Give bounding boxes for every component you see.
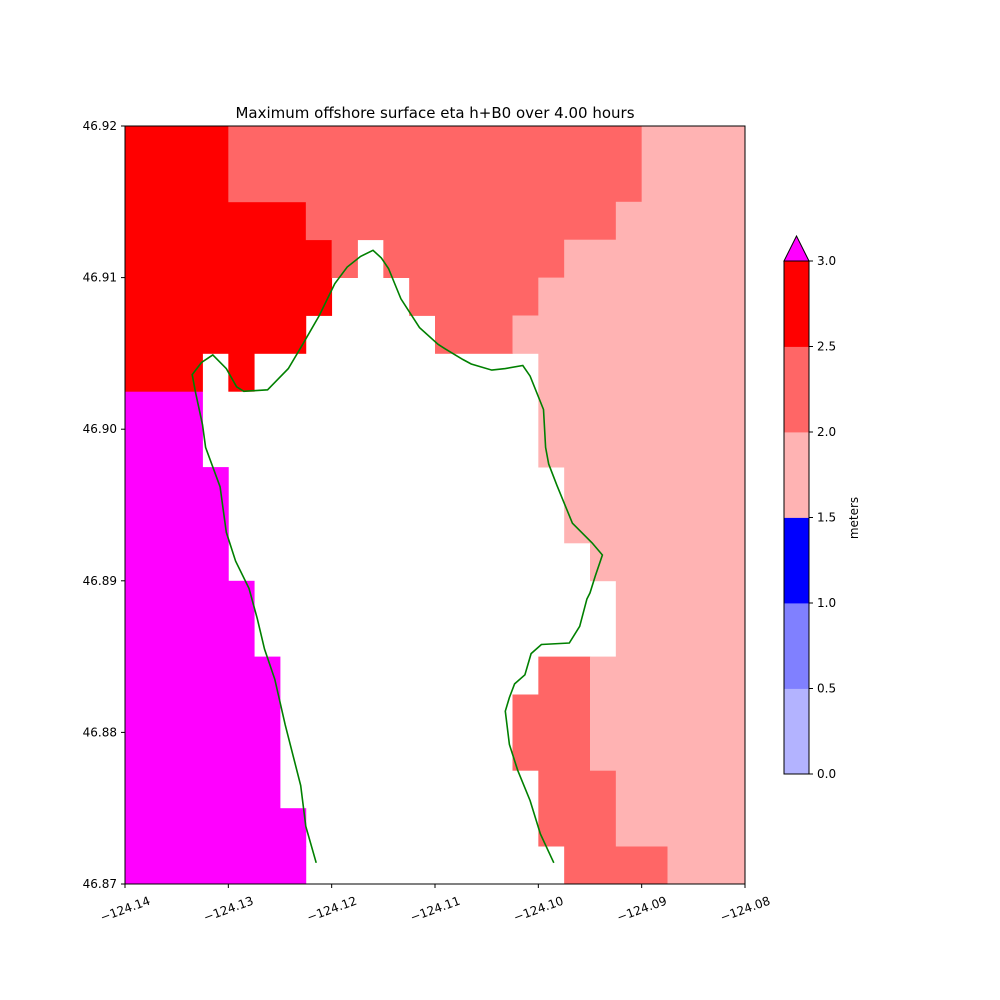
heatmap-cell: [615, 580, 746, 657]
heatmap-cell: [538, 353, 746, 468]
heatmap-cells: [125, 126, 746, 885]
heatmap-cell: [125, 277, 333, 316]
y-tick-label: 46.89: [83, 574, 117, 588]
y-tick-label: 46.92: [83, 119, 117, 133]
colorbar-segment: [784, 432, 809, 518]
heatmap-cell: [590, 542, 746, 582]
colorbar: 0.0 0.5 1.0 1.5 2.0 2.5 3.0: [783, 234, 836, 781]
heatmap-cell: [590, 656, 746, 771]
y-tick-label: 46.91: [83, 271, 117, 285]
heatmap-cell: [305, 201, 617, 241]
heatmap-cell: [228, 126, 643, 203]
y-tick-label: 46.88: [83, 725, 117, 739]
x-tick-label: −124.10: [512, 894, 566, 925]
coastline: [191, 249, 604, 864]
colorbar-tick-label: 0.0: [817, 767, 836, 781]
heatmap-cell: [667, 846, 746, 885]
heatmap-cell: [538, 770, 617, 847]
heatmap-cell: [125, 201, 307, 241]
heatmap-cell: [125, 239, 333, 278]
colorbar-label: meters: [847, 497, 861, 539]
colorbar-tick-label: 3.0: [817, 254, 836, 268]
colorbar-tick-label: 2.5: [817, 340, 836, 354]
colorbar-segment: [784, 688, 809, 775]
heatmap-cell: [125, 315, 307, 354]
heatmap-cell: [125, 846, 307, 885]
heatmap-cell: [125, 580, 255, 657]
x-axis: −124.14 −124.13 −124.12 −124.11 −124.10 −124.…: [98, 884, 772, 925]
heatmap-cell: [615, 770, 746, 847]
colorbar-tick-label: 1.5: [817, 511, 836, 525]
heatmap-cell: [125, 353, 203, 392]
heatmap-cell: [512, 315, 746, 354]
colorbar-tick-label: 2.0: [817, 425, 836, 439]
x-tick-label: −124.12: [305, 894, 359, 925]
heatmap-cell: [564, 846, 668, 885]
heatmap-cell: [615, 201, 746, 241]
heatmap-cell: [538, 277, 746, 316]
y-tick-label: 46.87: [83, 877, 117, 891]
colorbar-segment: [784, 517, 809, 604]
heatmap-cell: [564, 239, 746, 278]
heatmap-cell: [125, 808, 307, 847]
x-tick-label: −124.09: [615, 894, 669, 925]
colorbar-segment: [784, 261, 809, 347]
heatmap-cell: [331, 239, 358, 278]
colorbar-tick-label: 0.5: [817, 682, 836, 696]
coastline-line: [191, 249, 604, 864]
heatmap-cell: [409, 277, 539, 316]
heatmap-cell: [383, 239, 565, 278]
colorbar-segment: [784, 603, 809, 689]
colorbar-segment: [784, 346, 809, 433]
heatmap-cell: [512, 694, 591, 771]
chart-title: Maximum offshore surface eta h+B0 over 4…: [235, 104, 634, 122]
x-tick-label: −124.08: [718, 894, 772, 925]
heatmap-cell: [228, 353, 255, 392]
x-tick-label: −124.11: [408, 894, 462, 925]
heatmap-cell: [125, 656, 281, 809]
heatmap-cell: [538, 656, 591, 695]
y-axis: 46.87 46.88 46.89 46.90 46.91 46.92: [83, 119, 125, 891]
x-tick-label: −124.13: [202, 894, 256, 925]
heatmap-cell: [125, 391, 203, 468]
x-tick-label: −124.14: [98, 894, 152, 925]
heatmap-cell: [435, 315, 513, 354]
colorbar-tick-label: 1.0: [817, 596, 836, 610]
heatmap-cell: [564, 467, 746, 544]
heatmap-cell: [641, 126, 746, 203]
heatmap-cell: [125, 467, 229, 582]
colorbar-extend-triangle: [783, 234, 810, 262]
y-tick-label: 46.90: [83, 422, 117, 436]
heatmap-cell: [125, 126, 229, 203]
